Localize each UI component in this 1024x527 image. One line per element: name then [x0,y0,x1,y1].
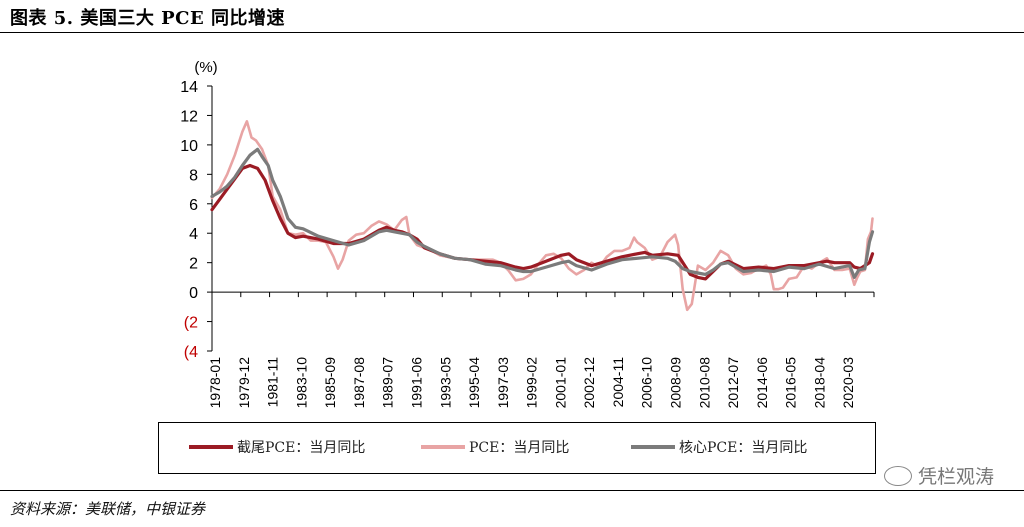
bottom-rule [0,490,1024,491]
series-line-pce [210,120,874,312]
axes: (%) 14 12 10 8 6 4 2 0 (2 (4 1978-01 1979-12 1981-11 1… [180,59,875,409]
watermark-text: 凭栏观涛 [917,466,994,488]
y-tick-label: (4 [184,344,198,361]
x-tick-label: 2008-09 [668,357,684,409]
x-tick-label: 2006-10 [639,357,655,409]
legend-item-core-pce: 核心PCE：当月同比 [631,437,807,457]
legend-swatch-trimmed-pce [189,445,233,449]
legend-swatch-core-pce [631,445,675,449]
y-unit-label: (%) [194,59,217,76]
x-tick-label: 2020-03 [840,357,856,409]
x-tick-label: 2014-06 [754,357,770,409]
legend-label-trimmed-pce: 截尾PCE：当月同比 [237,440,366,456]
y-tick-label: 6 [189,197,198,214]
series-group [210,120,875,312]
y-tick-label: 2 [189,256,198,273]
x-tick-label: 1993-05 [437,357,453,409]
legend-label-pce: PCE：当月同比 [469,440,570,456]
wechat-icon [883,465,912,486]
series-line-trimmed-pce [210,163,875,281]
x-tick-label: 1997-03 [495,357,511,409]
y-tick-label: 14 [180,79,198,96]
x-tick-label: 1991-06 [408,357,424,409]
legend-item-pce: PCE：当月同比 [421,437,569,457]
x-tick-label: 2002-12 [581,357,597,409]
watermark: 凭栏观涛 [883,462,994,489]
x-tick-label: 1983-10 [293,357,309,409]
y-tick-label: 12 [180,108,198,125]
x-tick-label: 1978-01 [207,357,223,409]
x-tick-label: 1987-08 [351,357,367,409]
legend-label-core-pce: 核心PCE：当月同比 [679,440,808,456]
legend: 截尾PCE：当月同比 PCE：当月同比 核心PCE：当月同比 [158,422,876,474]
source-note: 资料来源：美联储，中银证券 [10,500,206,518]
x-tick-label: 2016-05 [783,357,799,409]
top-rule [0,32,1024,33]
x-tick-label: 1985-09 [322,357,338,409]
x-tick-label: 1995-04 [466,357,482,409]
y-tick-label: (2 [184,315,198,332]
x-tick-label: 1981-11 [265,357,281,408]
chart-title: 图表 5. 美国三大 PCE 同比增速 [10,8,285,29]
y-tick-label: 0 [189,285,198,302]
series-line-core-pce [210,147,875,279]
x-tick-label: 2004-11 [610,357,626,408]
x-tick-label: 1999-02 [524,357,540,409]
y-tick-label: 10 [180,138,198,155]
y-tick-label: 4 [189,226,198,243]
x-tick-label: 2012-07 [725,357,741,409]
x-tick-label: 2001-01 [552,357,568,409]
x-tick-label: 2018-04 [811,357,827,409]
x-tick-label: 2010-08 [696,357,712,409]
x-tick-label: 1989-07 [380,357,396,409]
y-tick-label: 8 [189,167,198,184]
x-tick-label: 1979-12 [236,357,252,409]
legend-swatch-pce [421,445,465,449]
legend-item-trimmed-pce: 截尾PCE：当月同比 [189,437,365,457]
